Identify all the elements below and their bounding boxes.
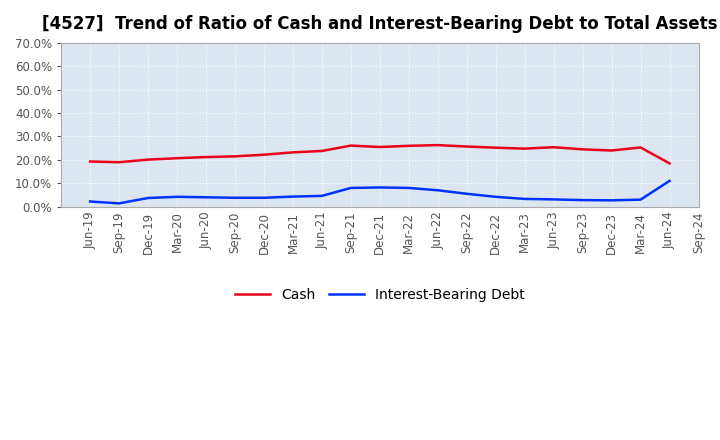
Cash: [578, 147, 587, 152]
Cash: [665, 161, 674, 166]
Cash: [173, 156, 181, 161]
Cash: [346, 143, 355, 148]
Cash: [86, 159, 94, 164]
Cash: [202, 154, 210, 160]
Cash: [607, 148, 616, 153]
Interest-Bearing Debt: [607, 198, 616, 203]
Interest-Bearing Debt: [636, 197, 645, 202]
Cash: [318, 148, 326, 154]
Interest-Bearing Debt: [665, 178, 674, 183]
Interest-Bearing Debt: [86, 199, 94, 204]
Interest-Bearing Debt: [289, 194, 297, 199]
Cash: [114, 160, 123, 165]
Interest-Bearing Debt: [144, 195, 153, 201]
Cash: [405, 143, 413, 148]
Cash: [549, 145, 558, 150]
Cash: [230, 154, 239, 159]
Interest-Bearing Debt: [376, 185, 384, 190]
Interest-Bearing Debt: [578, 198, 587, 203]
Cash: [376, 144, 384, 150]
Line: Cash: Cash: [90, 145, 670, 163]
Line: Interest-Bearing Debt: Interest-Bearing Debt: [90, 181, 670, 203]
Interest-Bearing Debt: [260, 195, 269, 200]
Legend: Cash, Interest-Bearing Debt: Cash, Interest-Bearing Debt: [230, 282, 530, 308]
Interest-Bearing Debt: [521, 196, 529, 202]
Interest-Bearing Debt: [433, 187, 442, 193]
Cash: [433, 143, 442, 148]
Cash: [144, 157, 153, 162]
Interest-Bearing Debt: [173, 194, 181, 199]
Interest-Bearing Debt: [202, 194, 210, 200]
Interest-Bearing Debt: [462, 191, 471, 196]
Interest-Bearing Debt: [230, 195, 239, 200]
Interest-Bearing Debt: [346, 185, 355, 191]
Interest-Bearing Debt: [318, 193, 326, 198]
Interest-Bearing Debt: [114, 201, 123, 206]
Interest-Bearing Debt: [405, 185, 413, 191]
Interest-Bearing Debt: [549, 197, 558, 202]
Cash: [521, 146, 529, 151]
Cash: [462, 144, 471, 149]
Cash: [289, 150, 297, 155]
Title: [4527]  Trend of Ratio of Cash and Interest-Bearing Debt to Total Assets: [4527] Trend of Ratio of Cash and Intere…: [42, 15, 718, 33]
Cash: [636, 145, 645, 150]
Cash: [260, 152, 269, 158]
Cash: [491, 145, 500, 150]
Interest-Bearing Debt: [491, 194, 500, 199]
